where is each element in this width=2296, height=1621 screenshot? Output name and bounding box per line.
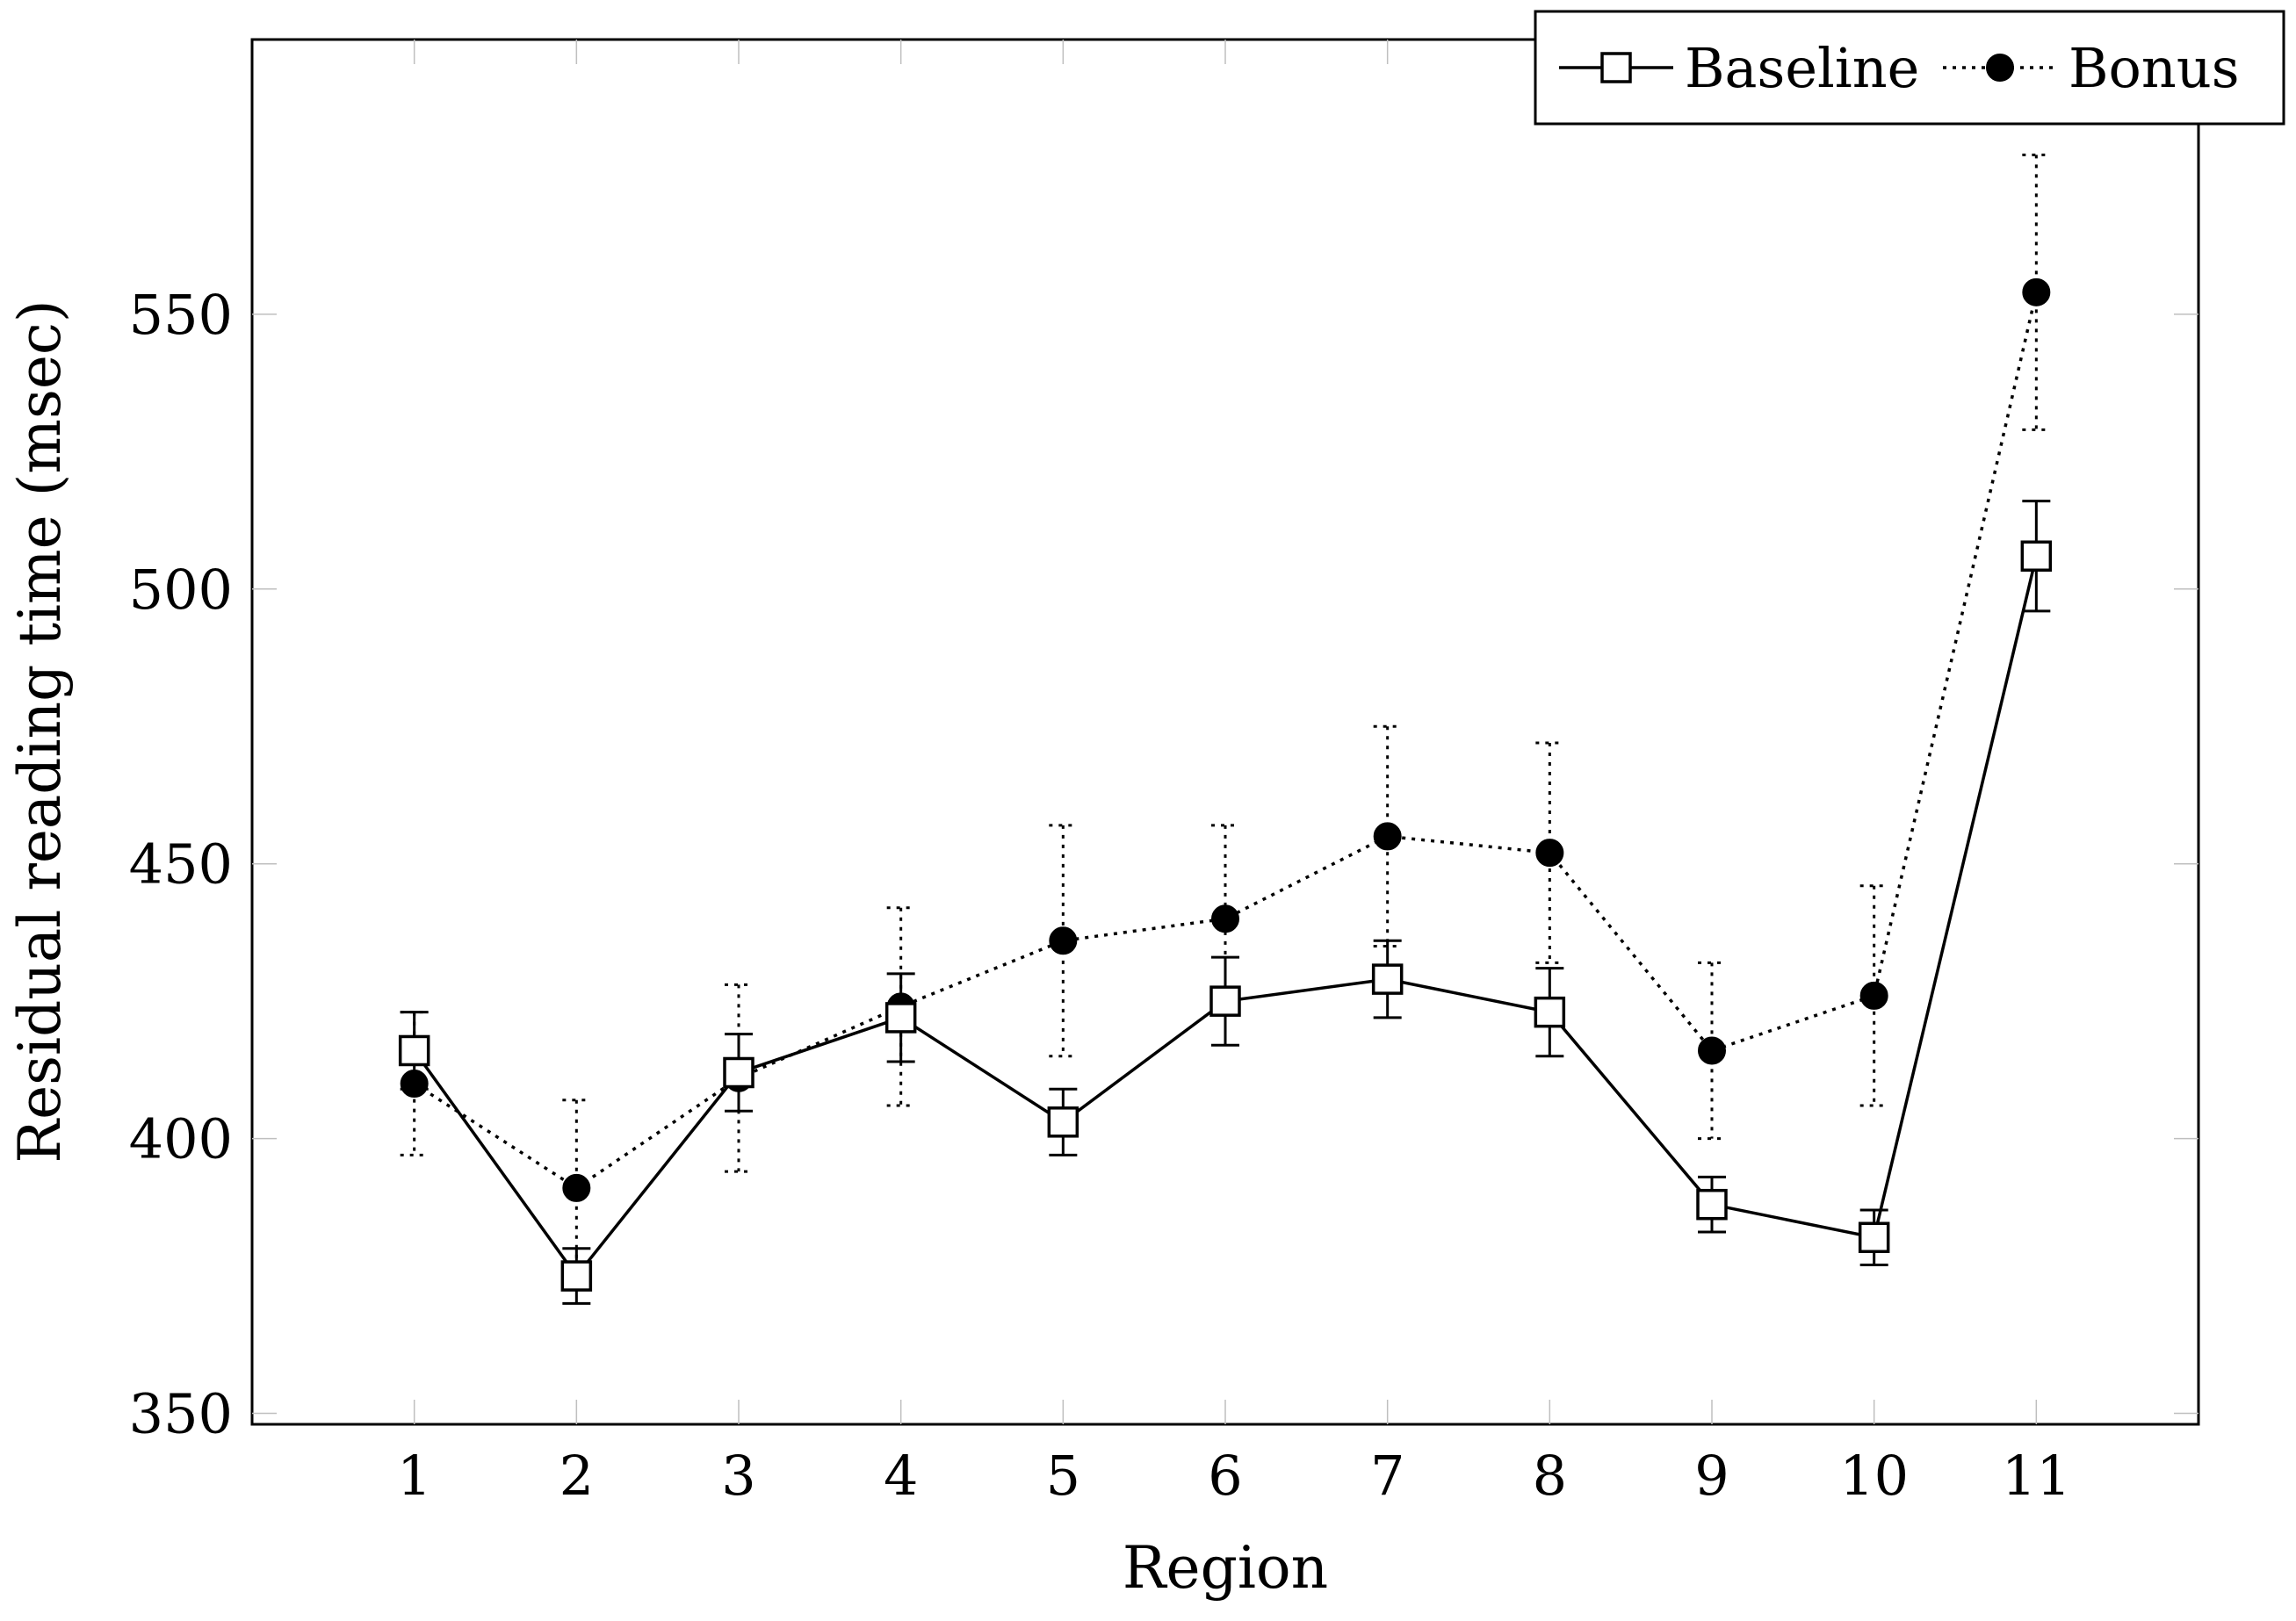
series-layer (398, 153, 2053, 1305)
x-tick-label: 1 (397, 1444, 431, 1508)
axis-ticks: 350 400 450 500 550 1 2 3 4 5 6 7 8 9 10 11 (129, 40, 2199, 1508)
x-tick-label: 4 (884, 1444, 918, 1508)
y-tick-label: 550 (129, 283, 233, 347)
x-tick-label: 8 (1533, 1444, 1567, 1508)
legend-marker-baseline (1600, 52, 1632, 83)
legend-marker-bonus (1986, 54, 2014, 82)
x-tick-label: 10 (1839, 1444, 1909, 1508)
data-point (2022, 277, 2051, 306)
x-tick-label: 6 (1208, 1444, 1242, 1508)
y-tick-label: 400 (129, 1107, 233, 1171)
data-point (1534, 996, 1566, 1028)
data-point (1211, 904, 1239, 933)
data-point (1858, 1221, 1890, 1253)
legend: Baseline Bonus (1534, 10, 2285, 126)
data-point (562, 1173, 591, 1202)
data-point (1047, 1106, 1079, 1138)
data-point (1373, 822, 1402, 851)
x-tick-label: 2 (560, 1444, 594, 1508)
x-tick-label: 11 (2002, 1444, 2071, 1508)
legend-box (1534, 10, 2285, 126)
data-point (560, 1260, 593, 1292)
x-tick-label: 3 (721, 1444, 755, 1508)
data-point (884, 1002, 917, 1034)
y-tick-label: 350 (129, 1381, 233, 1445)
series-bonus (400, 153, 2051, 1278)
data-point (1049, 926, 1078, 955)
legend-label-baseline: Baseline (1685, 36, 1919, 100)
x-tick-label: 5 (1046, 1444, 1080, 1508)
data-point (1371, 963, 1404, 995)
x-tick-label: 9 (1694, 1444, 1729, 1508)
x-tick-label: 7 (1370, 1444, 1404, 1508)
data-point (1859, 981, 1888, 1010)
data-point (1698, 1036, 1726, 1065)
plot-frame (250, 38, 2200, 1426)
data-point (1535, 839, 1564, 868)
x-axis-title: Region (1123, 1534, 1328, 1602)
y-axis-title: Residual reading time (msec) (6, 299, 74, 1163)
data-point (2020, 540, 2053, 572)
plot-area (250, 38, 2200, 1426)
data-point (1696, 1188, 1728, 1221)
y-tick-label: 500 (129, 558, 233, 622)
legend-label-bonus: Bonus (2069, 36, 2240, 100)
series-baseline (398, 500, 2053, 1305)
data-point (723, 1056, 755, 1089)
y-tick-label: 450 (129, 832, 233, 897)
series-line (413, 292, 2039, 1191)
data-point (1209, 985, 1241, 1017)
data-point (398, 1034, 430, 1067)
